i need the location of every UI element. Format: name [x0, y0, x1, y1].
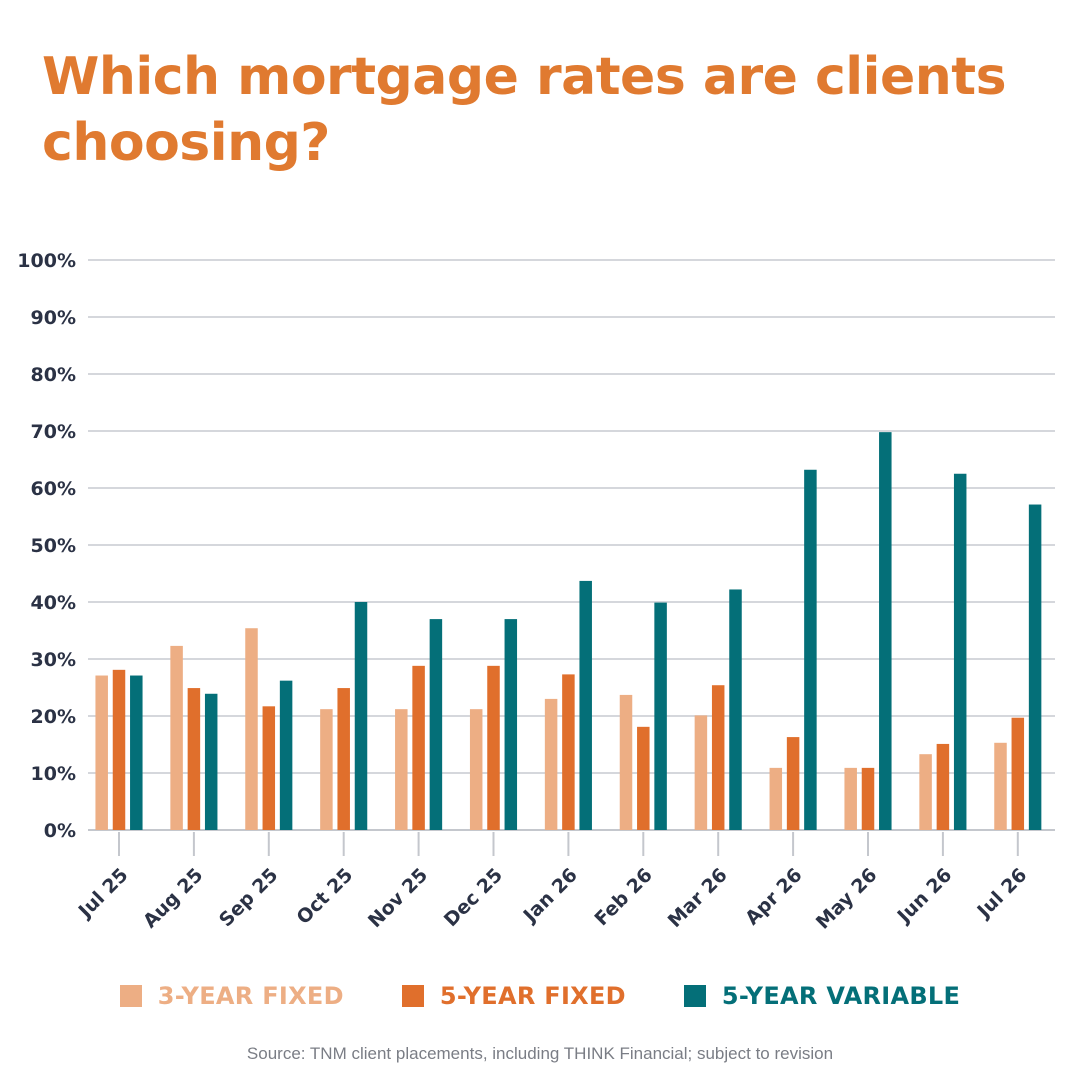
bar-3-year-fixed [844, 767, 857, 830]
bar-5-year-fixed [337, 688, 350, 830]
bar-3-year-fixed [544, 698, 558, 830]
y-tick-label: 0% [44, 820, 76, 842]
y-tick-label: 80% [31, 364, 76, 386]
x-tick-label: Jun 26 [892, 864, 956, 928]
legend-swatch-5-year-variable [683, 985, 706, 1007]
bar-5-year-variable [879, 432, 892, 830]
legend-label-5-year-fixed: 5-YEAR FIXED [439, 982, 626, 1010]
bar-5-year-fixed [936, 743, 950, 830]
bar-5-year-fixed [562, 674, 575, 830]
legend-item-3-year-fixed: 3-YEAR FIXED [119, 982, 344, 1010]
bar-3-year-fixed [619, 694, 633, 830]
y-tick-label: 70% [31, 421, 76, 443]
x-tick-label: Dec 25 [440, 864, 507, 931]
bar-5-year-fixed [637, 726, 650, 830]
bar-5-year-variable [504, 619, 518, 830]
x-tick-label: Jan 26 [518, 864, 582, 928]
x-tick-label: Apr 26 [741, 864, 807, 930]
bar-5-year-variable [429, 619, 443, 830]
bar-5-year-fixed [786, 737, 800, 830]
bar-5-year-fixed [861, 767, 875, 830]
x-tick-label: Sep 25 [215, 864, 282, 931]
bar-5-year-variable [804, 469, 817, 830]
bars [95, 432, 1042, 830]
y-tick-label: 100% [17, 250, 76, 272]
x-tick-label: Feb 26 [591, 864, 657, 930]
bar-5-year-fixed [262, 706, 276, 830]
x-tick-label: May 26 [812, 864, 882, 934]
legend-swatch-5-year-fixed [401, 985, 424, 1007]
bar-5-year-fixed [711, 685, 725, 830]
bar-3-year-fixed [245, 628, 258, 830]
legend-label-5-year-variable: 5-YEAR VARIABLE [721, 982, 961, 1010]
legend: 3-YEAR FIXED 5-YEAR FIXED 5-YEAR VARIABL… [0, 982, 1080, 1010]
bar-5-year-fixed [112, 669, 126, 830]
bar-chart: 0% 10% 20% 30% 40% 50% 60% 70% 80% 90% 100% Jul 25… [17, 250, 1055, 934]
bar-5-year-variable [953, 473, 967, 830]
y-tick-label: 10% [31, 763, 76, 785]
legend-item-5-year-variable: 5-YEAR VARIABLE [683, 982, 961, 1010]
bar-5-year-variable [130, 675, 143, 830]
y-tick-label: 60% [31, 478, 76, 500]
bar-5-year-variable [1028, 504, 1042, 830]
bar-3-year-fixed [95, 675, 108, 830]
bar-5-year-variable [729, 589, 742, 830]
legend-swatch-3-year-fixed [119, 985, 142, 1007]
y-axis-ticks: 0% 10% 20% 30% 40% 50% 60% 70% 80% 90% 100% [17, 250, 76, 842]
y-tick-label: 20% [31, 706, 76, 728]
bar-3-year-fixed [320, 709, 333, 830]
bar-5-year-variable [354, 602, 368, 830]
bar-5-year-variable [279, 680, 293, 830]
y-tick-label: 50% [31, 535, 76, 557]
gridlines [88, 259, 1055, 831]
bar-3-year-fixed [469, 709, 483, 830]
bar-5-year-fixed [187, 688, 201, 830]
bar-5-year-fixed [412, 665, 425, 830]
x-tick-label: Aug 25 [139, 864, 208, 933]
bar-5-year-fixed [1011, 717, 1025, 830]
bar-3-year-fixed [919, 754, 932, 830]
legend-item-5-year-fixed: 5-YEAR FIXED [401, 982, 626, 1010]
bar-3-year-fixed [769, 767, 783, 830]
chart-title: Which mortgage rates are clients choosin… [42, 47, 1007, 173]
x-tick-label: Jul 26 [972, 864, 1032, 924]
y-tick-label: 30% [31, 649, 76, 671]
x-tick-label: Oct 25 [292, 864, 357, 929]
bar-5-year-variable [654, 602, 667, 830]
bar-3-year-fixed [994, 742, 1007, 830]
bar-3-year-fixed [170, 645, 183, 830]
bar-3-year-fixed [395, 709, 408, 830]
source-note: Source: TNM client placements, including… [246, 1044, 834, 1063]
bar-3-year-fixed [694, 715, 708, 830]
x-tick-label: Mar 26 [664, 864, 732, 932]
bar-5-year-variable [204, 693, 218, 830]
x-tick-label: Jul 25 [73, 864, 133, 924]
y-tick-label: 40% [31, 592, 76, 614]
x-axis-ticks: Jul 25 Aug 25 Sep 25 Oct 25 Nov 25 Dec 25 Jan … [73, 832, 1031, 934]
x-tick-label: Nov 25 [364, 864, 432, 932]
legend-label-3-year-fixed: 3-YEAR FIXED [157, 982, 344, 1010]
bar-5-year-fixed [487, 665, 500, 830]
bar-5-year-variable [579, 580, 592, 830]
y-tick-label: 90% [31, 307, 76, 329]
